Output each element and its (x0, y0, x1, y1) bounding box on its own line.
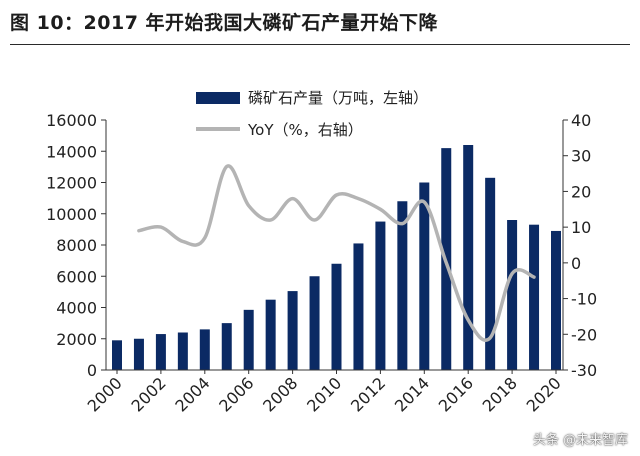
bar-2001 (133, 338, 144, 370)
x-tick-label: 2020 (523, 373, 565, 415)
right-tick-label: 30 (571, 147, 591, 166)
bar-2017 (485, 177, 496, 370)
bar-2003 (177, 332, 188, 370)
x-tick-label: 2010 (303, 373, 345, 415)
left-tick-label: 0 (87, 361, 97, 380)
watermark: 头条 @未来智库 (532, 433, 628, 448)
bar-2002 (155, 334, 166, 370)
yoy-line-path (137, 164, 536, 342)
left-tick-label: 12000 (46, 174, 97, 193)
right-y-axis: -30 -20 -10 0 10 20 30 40 (562, 111, 597, 380)
chart-title: 图 10：2017 年开始我国大磷矿石产量开始下降 (10, 12, 439, 34)
x-tick-label: 2018 (479, 373, 521, 415)
x-tick-label: 2014 (391, 373, 433, 415)
legend-bar-label: 磷矿石产量（万吨，左轴） (248, 89, 428, 107)
left-tick-label: 16000 (46, 111, 97, 130)
left-tick-label: 14000 (46, 142, 97, 161)
title-divider (10, 44, 630, 45)
bar-2009 (309, 276, 320, 370)
bar-2000 (112, 340, 122, 370)
left-y-axis: 0 2000 4000 6000 8000 10000 12000 14000 16000 (46, 111, 107, 380)
yoy-line (137, 164, 536, 342)
x-tick-label: 2006 (215, 373, 257, 415)
right-tick-label: 20 (571, 182, 591, 201)
bar-2012 (375, 221, 386, 370)
left-tick-label: 8000 (56, 236, 97, 255)
right-tick-label: -10 (571, 290, 597, 309)
bar-2011 (353, 243, 364, 370)
x-tick-label: 2012 (347, 373, 389, 415)
left-tick-label: 6000 (56, 267, 97, 286)
right-tick-label: 10 (571, 218, 591, 237)
bar-2006 (243, 309, 254, 370)
left-tick-label: 2000 (56, 330, 97, 349)
left-tick-label: 10000 (46, 205, 97, 224)
bar-2020 (551, 230, 561, 370)
left-tick-label: 4000 (56, 299, 97, 318)
right-tick-label: -20 (571, 325, 597, 344)
bar-2016 (463, 145, 474, 370)
x-tick-label: 2004 (171, 373, 213, 415)
right-tick-label: 40 (571, 111, 591, 130)
bar-2019 (529, 224, 540, 370)
x-axis: 2000 2002 2004 2006 2008 2010 2012 2014 2016 2018… (84, 369, 565, 416)
bar-2018 (507, 220, 518, 370)
bar-2010 (331, 263, 342, 370)
legend: 磷矿石产量（万吨，左轴） YoY（%，右轴） (196, 89, 428, 139)
legend-line-label: YoY（%，右轴） (247, 121, 363, 139)
bar-2014 (419, 182, 430, 370)
bar-2005 (221, 323, 232, 370)
x-tick-label: 2002 (128, 373, 170, 415)
right-tick-label: -30 (571, 361, 597, 380)
x-tick-label: 2016 (435, 373, 477, 415)
bar-2004 (199, 329, 210, 370)
bar-2007 (265, 299, 276, 370)
legend-bar-swatch (196, 92, 240, 104)
bar-2013 (397, 201, 408, 370)
right-tick-label: 0 (571, 254, 581, 273)
bar-2008 (287, 291, 298, 370)
production-bars (112, 145, 561, 370)
x-tick-label: 2008 (259, 373, 301, 415)
